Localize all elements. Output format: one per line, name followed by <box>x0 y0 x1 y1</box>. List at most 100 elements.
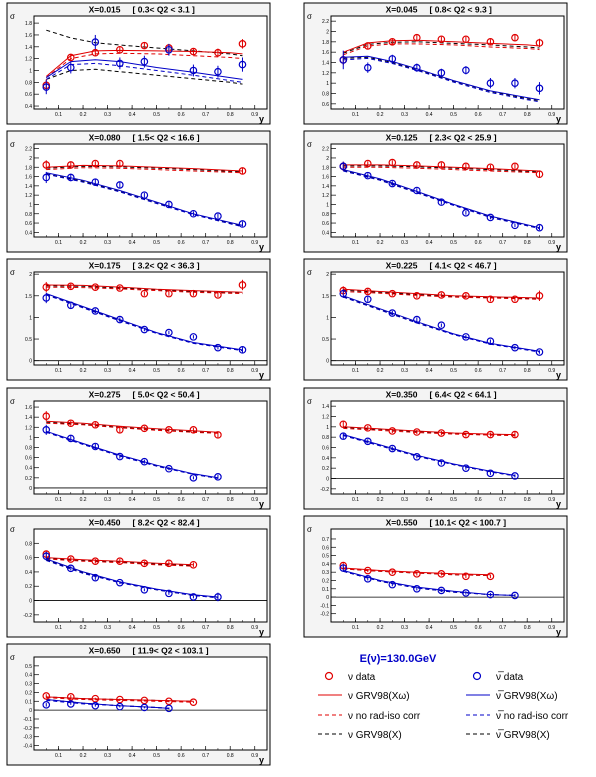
x-tick-label: 0.1 <box>352 625 359 631</box>
y-tick-label: 1.4 <box>25 45 32 51</box>
nu-data-point <box>437 161 446 169</box>
nu-data-point <box>165 289 173 298</box>
y-tick-label: -0.1 <box>23 717 32 723</box>
x-tick-label: 0.2 <box>80 368 87 374</box>
x-tick-label: 0.3 <box>104 497 111 503</box>
nu-data-point <box>189 289 198 298</box>
nubar-data-point <box>437 198 446 206</box>
nubar-data-point <box>140 703 149 712</box>
x-tick-label: 0.8 <box>524 112 531 118</box>
y-tick-label: 0.3 <box>322 570 329 576</box>
x-tick-label: 0.7 <box>202 240 209 246</box>
y-tick-label: 1.4 <box>322 184 329 190</box>
energy-label: E(ν)=130.0GeV <box>360 653 437 665</box>
x-tick-label: 0.4 <box>426 112 433 118</box>
nubar-data-point <box>42 701 51 709</box>
nubar-data-point <box>214 593 222 601</box>
nu-data-point <box>486 572 495 581</box>
plot-area <box>33 400 268 495</box>
nu-data-point <box>238 281 247 289</box>
nubar-data-point <box>140 57 149 66</box>
nu-data-point <box>437 291 446 299</box>
panel-title: X=0.045 <box>386 5 418 15</box>
y-axis-label: σ <box>10 140 15 149</box>
x-tick-label: 0.8 <box>227 625 234 631</box>
y-tick-label: 0.2 <box>25 584 32 590</box>
x-tick-label: 0.3 <box>104 112 111 118</box>
nubar-grv98-xw-curve <box>343 55 540 101</box>
x-tick-label: 0.1 <box>352 112 359 118</box>
nubar-grv98-xw-curve <box>343 570 515 596</box>
y-tick-label: 0.4 <box>322 562 329 568</box>
legend-label: ν̅ no rad-iso corr <box>496 710 569 722</box>
legend-label: ν GRV98(Xω) <box>348 691 410 702</box>
nu-data-point <box>140 424 149 433</box>
legend-label: ν̅ data <box>496 671 524 683</box>
y-axis-label: σ <box>10 653 15 662</box>
nu-grv98-xw-curve <box>343 39 540 53</box>
nubar-data-point <box>535 84 544 93</box>
y-tick-label: 1.5 <box>25 294 32 300</box>
y-tick-label: 1.2 <box>322 193 329 199</box>
nubar-grv98-xw-curve <box>343 295 540 352</box>
nu-data-point <box>462 162 470 171</box>
nubar-data-point <box>42 552 51 560</box>
plot-area <box>330 271 565 366</box>
nubar-data-point <box>140 191 149 199</box>
x-tick-label: 0.2 <box>377 112 384 118</box>
y-axis-label: σ <box>10 12 15 21</box>
y-tick-label: 1.6 <box>322 175 329 181</box>
x-tick-label: 0.3 <box>401 368 408 374</box>
x-tick-label: 0.8 <box>227 497 234 503</box>
y-tick-label: 0.4 <box>322 230 329 236</box>
chart-panel: X=0.225 [ 4.1< Q2 < 46.7 ] σ y 0 0.5 1 1.5 2 0.1 0… <box>303 258 568 381</box>
y-tick-label: -0.1 <box>320 603 329 609</box>
x-tick-label: 0.5 <box>450 368 457 374</box>
nu-data-point <box>413 570 421 578</box>
nubar-data-point <box>165 464 173 473</box>
legend-item: ν GRV98(Xω) <box>318 691 410 702</box>
nu-grv98-xw-curve <box>45 49 243 77</box>
plot-area <box>330 400 565 495</box>
nubar-no-rad-curve <box>46 173 243 228</box>
y-tick-label: 1 <box>326 425 329 431</box>
x-tick-label: 0.8 <box>227 753 234 759</box>
panel-subtitle: [ 10.1< Q2 < 100.7 ] <box>430 518 507 528</box>
nu-data-point <box>189 560 198 569</box>
nu-data-point <box>388 289 397 298</box>
x-tick-label: 0.9 <box>251 497 258 503</box>
x-axis-label: y <box>259 114 264 124</box>
nu-data-point <box>363 159 372 168</box>
x-tick-label: 0.5 <box>153 497 160 503</box>
panel-subtitle: [ 1.5< Q2 < 16.6 ] <box>133 133 200 143</box>
nubar-data-point <box>462 66 470 75</box>
nubar-data-point <box>388 580 397 589</box>
nu-data-point <box>462 291 470 300</box>
nu-no-rad-curve <box>46 167 243 174</box>
y-tick-label: 1 <box>326 202 329 208</box>
nubar-data-point <box>165 45 173 54</box>
nubar-data-point <box>66 63 75 72</box>
x-tick-label: 0.3 <box>401 625 408 631</box>
x-tick-label: 0.5 <box>153 240 160 246</box>
nu-data-point <box>462 35 470 44</box>
nubar-data-point <box>238 60 247 69</box>
nu-data-point <box>66 693 75 701</box>
legend-marker <box>472 671 482 681</box>
nubar-data-point <box>91 573 100 582</box>
nu-data-point <box>91 694 100 703</box>
legend-marker <box>324 671 334 681</box>
nubar-data-point <box>486 79 495 87</box>
y-tick-label: 0.6 <box>322 221 329 227</box>
nubar-data-point <box>535 348 544 356</box>
nu-data-point <box>140 559 149 568</box>
nu-grv98-x-curve <box>343 426 515 436</box>
y-tick-label: 1.6 <box>25 33 32 39</box>
nu-data-point <box>140 696 149 705</box>
nubar-data-point <box>462 589 470 597</box>
y-tick-label: -0.2 <box>23 726 32 732</box>
y-tick-label: 2.2 <box>322 147 329 153</box>
panel-title: X=0.450 <box>89 518 121 528</box>
y-axis-label: σ <box>307 397 312 406</box>
nubar-data-point <box>388 309 397 317</box>
